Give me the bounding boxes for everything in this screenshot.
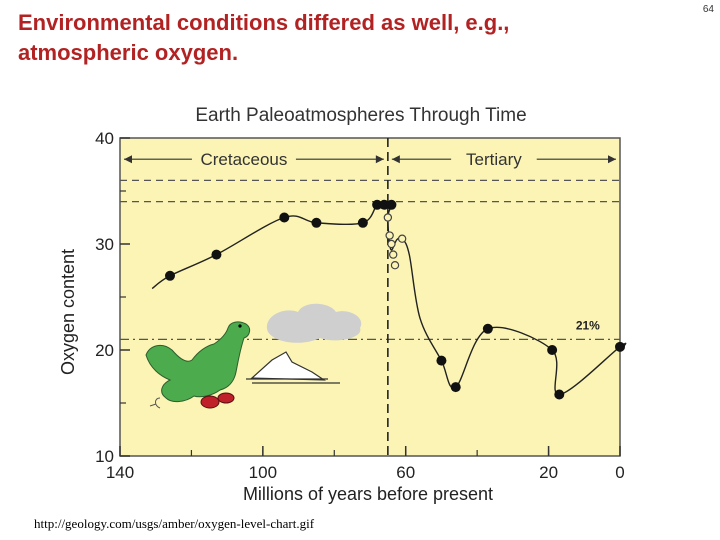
point-filled-2	[279, 212, 290, 223]
point-filled-8	[436, 355, 447, 366]
period-arrow-left-0	[124, 155, 132, 164]
y-tick-label-2: 30	[95, 235, 114, 254]
slide-title-line-1: Environmental conditions differed as wel…	[18, 10, 510, 35]
point-filled-5	[372, 199, 383, 210]
point-filled-10	[482, 323, 493, 334]
y-tick-label-0: 10	[95, 447, 114, 466]
point-open-5	[397, 234, 407, 243]
period-bars: Cretaceous Tertiary	[124, 150, 616, 169]
smoke-cloud-icon	[266, 303, 362, 343]
period-arrow-left-1	[391, 155, 400, 164]
point-filled-4	[357, 217, 368, 228]
reference-label-0: 21%	[576, 318, 600, 332]
point-filled-0	[165, 270, 175, 281]
point-filled-13	[615, 341, 625, 352]
point-open-4	[390, 261, 400, 270]
dinosaur-illustration	[145, 303, 362, 409]
x-tick-label-4: 0	[615, 463, 624, 482]
axis-ticks: 10 20 30 40 140 100 60 20 0	[95, 129, 625, 482]
y-axis-label: Oxygen content	[58, 249, 78, 375]
period-arrow-right-1	[608, 155, 616, 164]
point-filled-1	[211, 249, 222, 260]
x-tick-label-0: 140	[106, 463, 134, 482]
period-label-1: Tertiary	[466, 150, 522, 169]
page-number: 64	[702, 4, 714, 15]
point-filled-11	[547, 345, 558, 355]
grid: 21%	[120, 138, 620, 456]
point-open-0	[383, 213, 393, 222]
y-tick-label-3: 40	[95, 129, 114, 148]
point-filled-6	[379, 199, 390, 210]
data-markers	[165, 199, 625, 400]
point-filled-12	[554, 389, 565, 400]
point-filled-7	[386, 199, 397, 210]
x-tick-label-1: 100	[249, 463, 277, 482]
point-open-2	[387, 239, 396, 249]
point-open-1	[385, 231, 394, 240]
chart-title: Earth Paleoatmospheres Through Time	[195, 105, 526, 126]
period-arrow-right-0	[375, 155, 384, 164]
plot-background	[119, 137, 621, 457]
point-filled-3	[311, 217, 322, 228]
volcano-icon	[250, 351, 327, 381]
slide-title-line-2: atmospheric oxygen.	[18, 40, 239, 65]
point-filled-9	[450, 382, 461, 393]
x-tick-label-2: 60	[396, 463, 415, 482]
slide-title: Environmental conditions differed as wel…	[18, 8, 678, 68]
y-tick-label-1: 20	[95, 341, 114, 360]
dinosaur-icon	[145, 321, 251, 403]
x-tick-label-3: 20	[539, 463, 558, 482]
source-link[interactable]: http://geology.com/usgs/amber/oxygen-lev…	[34, 516, 315, 531]
point-open-3	[389, 250, 398, 259]
x-axis-label: Millions of years before present	[243, 484, 493, 504]
period-label-0: Cretaceous	[200, 150, 287, 169]
